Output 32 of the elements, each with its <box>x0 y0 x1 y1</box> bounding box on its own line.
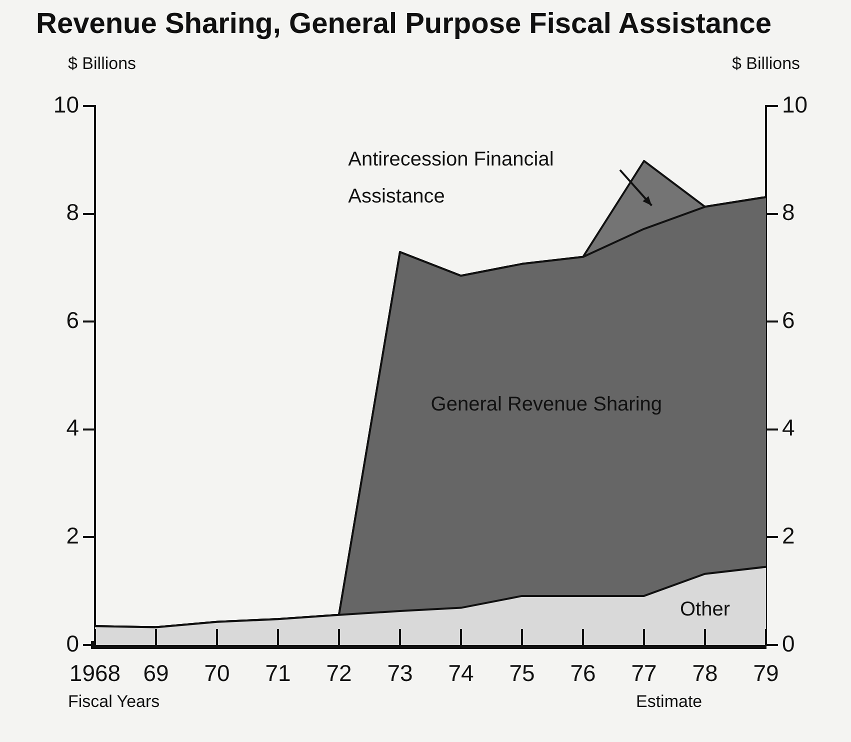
x-tick-label: 71 <box>265 660 291 686</box>
y-tick-label: 10 <box>53 91 79 118</box>
x-tick-label: 79 <box>753 660 779 686</box>
x-tick-label: 69 <box>143 660 169 686</box>
y2-tick-label: 6 <box>782 306 795 333</box>
x-tick-label: 75 <box>509 660 535 686</box>
y2-tick-label: 8 <box>782 199 795 226</box>
chart-title: Revenue Sharing, General Purpose Fiscal Assistance <box>36 8 772 41</box>
series-label: Other <box>680 598 730 620</box>
y-axis-title: $ Billions <box>68 54 136 74</box>
y-tick-label: 8 <box>66 199 79 226</box>
y2-tick-label: 4 <box>782 414 795 441</box>
y-tick-label: 2 <box>66 522 79 549</box>
text: Estimate <box>636 692 702 712</box>
x-tick-label: 70 <box>204 660 230 686</box>
y2-tick-label: 10 <box>782 91 808 118</box>
x-axis-title: Fiscal Years <box>68 692 160 712</box>
y2-tick-label: 0 <box>782 630 795 656</box>
x-tick-label: 1968 <box>69 660 121 686</box>
series-label: General Revenue Sharing <box>430 394 662 416</box>
y-tick-label: 0 <box>66 630 79 656</box>
x-tick-label: 76 <box>570 660 596 686</box>
x-tick-label: 77 <box>631 660 657 686</box>
y-tick-label: 6 <box>66 306 79 333</box>
x-tick-label: 72 <box>326 660 352 686</box>
y2-axis-title: $ Billions <box>732 54 800 74</box>
y2-tick-label: 2 <box>782 522 795 549</box>
x-tick-label: 73 <box>387 660 413 686</box>
text: Antirecession Financial Assistance <box>348 148 554 208</box>
x-tick-label: 74 <box>448 660 474 686</box>
x-tick-label: 78 <box>692 660 718 686</box>
y-tick-label: 4 <box>66 414 80 441</box>
